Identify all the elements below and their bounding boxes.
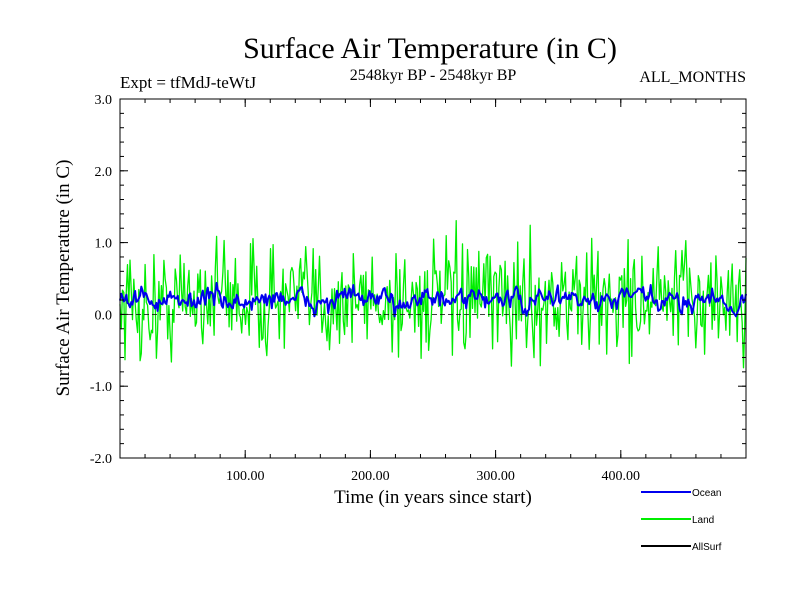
x-axis-label: Time (in years since start) [334, 487, 532, 508]
legend-label-ocean: Ocean [692, 488, 721, 499]
x-axis: 100.00 200.00 300.00 400.00 [144, 99, 722, 484]
legend-label-land: Land [692, 515, 714, 526]
y-tick-label: 3.0 [95, 93, 113, 108]
y-axis-label: Surface Air Temperature (in C) [53, 160, 74, 397]
plot-frame [119, 98, 747, 459]
legend: Ocean Land AllSurf [641, 488, 722, 553]
x-tick-label: 100.00 [226, 469, 265, 484]
legend-label-allsurf: AllSurf [692, 542, 722, 553]
months-label: ALL_MONTHS [639, 69, 746, 86]
y-tick-label: -1.0 [90, 380, 112, 395]
y-axis: -2.0 -1.0 0.0 1.0 2.0 3.0 [90, 93, 746, 467]
y-tick-label: 1.0 [95, 237, 113, 252]
y-tick-label: 2.0 [95, 165, 113, 180]
series-line-land [119, 220, 747, 369]
x-tick-label: 200.00 [351, 469, 390, 484]
series-line-ocean [119, 281, 747, 318]
experiment-label: Expt = tfMdJ-teWtJ [120, 73, 257, 92]
x-tick-label: 400.00 [602, 469, 641, 484]
x-tick-label: 300.00 [476, 469, 515, 484]
plot-series [119, 220, 747, 369]
y-tick-label: -2.0 [90, 452, 112, 467]
time-range-label: 2548kyr BP - 2548kyr BP [350, 67, 517, 84]
chart-title: Surface Air Temperature (in C) [243, 32, 617, 65]
y-tick-label: 0.0 [95, 308, 113, 323]
